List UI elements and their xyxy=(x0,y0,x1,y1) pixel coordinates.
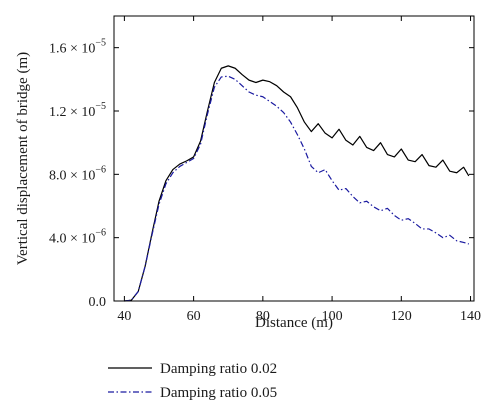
legend-label-1: Damping ratio 0.02 xyxy=(160,361,277,377)
y-tick-label: 8.0 × 10−6 xyxy=(49,164,106,183)
y-axis-title: Vertical displacement of bridge (m) xyxy=(15,52,31,265)
y-tick-label: 4.0 × 10−6 xyxy=(49,228,106,247)
x-tick-label: 80 xyxy=(256,309,270,324)
series-line-2 xyxy=(124,75,469,302)
series-line-1 xyxy=(124,65,470,302)
x-tick-label: 100 xyxy=(322,309,343,324)
x-tick-label: 60 xyxy=(187,309,201,324)
y-tick-label: 0.0 xyxy=(89,295,107,310)
y-axis-ticks: 0.0 4.0 × 10−6 8.0 × 10−6 1.2 × 10−5 1.6 × 1… xyxy=(49,38,474,310)
x-tick-label: 40 xyxy=(117,309,131,324)
plot-frame xyxy=(113,15,475,302)
x-tick-label: 140 xyxy=(460,309,481,324)
x-tick-label: 120 xyxy=(391,309,412,324)
y-tick-label: 1.6 × 10−5 xyxy=(49,38,106,57)
y-tick-label: 1.2 × 10−5 xyxy=(49,101,106,120)
plot-lines xyxy=(124,65,470,302)
x-axis-ticks: 40 60 80 100 120 140 xyxy=(117,16,481,324)
legend-label-2: Damping ratio 0.05 xyxy=(160,385,277,401)
legend: Damping ratio 0.02 Damping ratio 0.05 xyxy=(108,361,277,401)
x-axis-title: Distance (m) xyxy=(255,315,333,331)
